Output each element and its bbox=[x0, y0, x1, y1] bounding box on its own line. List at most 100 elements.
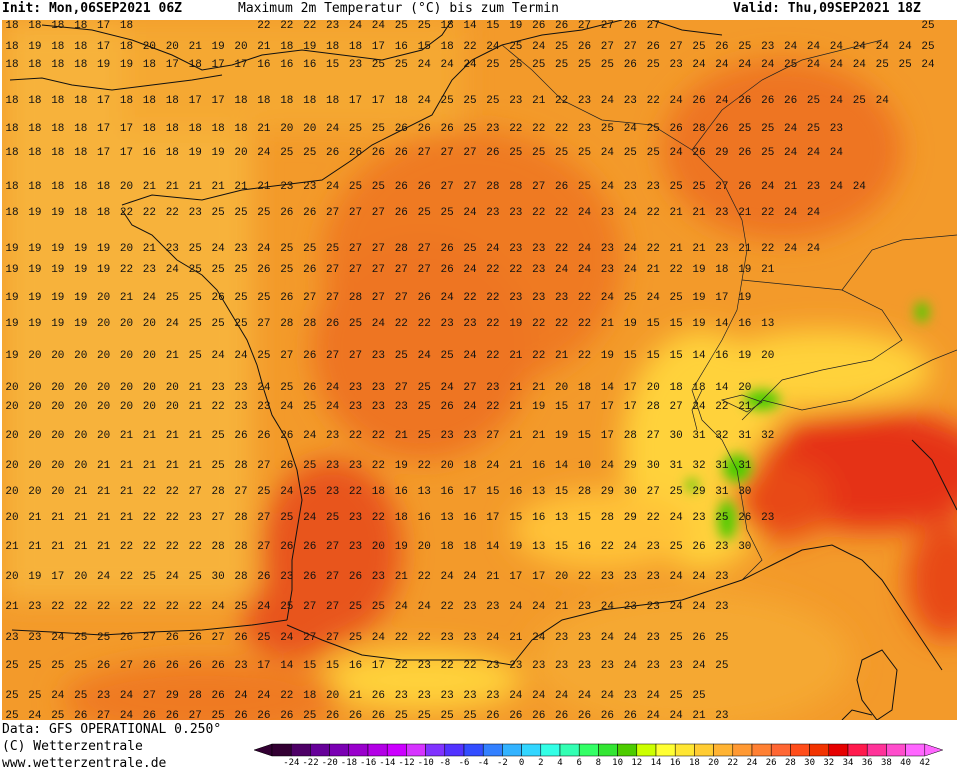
temperature-value: 21 bbox=[257, 41, 271, 53]
temperature-value: 25 bbox=[280, 264, 293, 276]
temperature-value: 21 bbox=[669, 207, 683, 219]
temperature-value: 18 bbox=[5, 207, 18, 219]
legend-tick-label: -22 bbox=[302, 758, 319, 768]
temperature-value: 18 bbox=[189, 59, 202, 71]
temperature-value: 23 bbox=[578, 95, 591, 107]
temperature-value: 25 bbox=[74, 690, 87, 702]
temperature-value: 21 bbox=[5, 541, 19, 553]
temperature-value: 22 bbox=[578, 318, 591, 330]
temperature-value: 20 bbox=[418, 541, 431, 553]
temperature-value: 22 bbox=[120, 264, 133, 276]
temperature-value: 25 bbox=[921, 41, 934, 53]
temperature-value: 32 bbox=[715, 430, 728, 442]
temperature-value: 24 bbox=[669, 147, 683, 159]
temperature-value: 24 bbox=[578, 690, 592, 702]
temperature-value: 23 bbox=[532, 264, 545, 276]
temperature-value: 19 bbox=[5, 292, 18, 304]
temperature-value: 21 bbox=[692, 710, 706, 720]
temperature-value: 19 bbox=[738, 264, 751, 276]
temperature-value: 16 bbox=[715, 350, 728, 362]
temperature-value: 22 bbox=[74, 601, 87, 613]
legend-tick-label: 2 bbox=[538, 758, 544, 768]
legend-swatch bbox=[905, 743, 926, 757]
temperature-value: 24 bbox=[97, 571, 111, 583]
temperature-value: 27 bbox=[234, 486, 247, 498]
temperature-value: 23 bbox=[463, 601, 476, 613]
temperature-value: 26 bbox=[761, 95, 774, 107]
temperature-value: 22 bbox=[189, 541, 202, 553]
temperature-value: 24 bbox=[257, 601, 271, 613]
temperature-value: 22 bbox=[349, 430, 362, 442]
temperature-value: 24 bbox=[601, 632, 615, 644]
temperature-value: 22 bbox=[578, 350, 591, 362]
temperature-value: 25 bbox=[715, 512, 728, 524]
temperature-value: 24 bbox=[715, 59, 729, 71]
temperature-value: 24 bbox=[784, 41, 798, 53]
temperature-value: 23 bbox=[97, 690, 110, 702]
legend-tick-label: 40 bbox=[900, 758, 912, 768]
legend-swatch bbox=[751, 743, 772, 757]
temperature-value: 25 bbox=[349, 123, 362, 135]
temperature-value: 23 bbox=[486, 690, 499, 702]
temperature-value: 19 bbox=[74, 264, 87, 276]
temperature-value: 22 bbox=[463, 660, 476, 672]
temperature-value: 19 bbox=[692, 264, 705, 276]
temperature-value: 24 bbox=[830, 41, 844, 53]
temperature-value: 25 bbox=[349, 318, 362, 330]
data-source: Data: GFS OPERATIONAL 0.250° bbox=[2, 722, 222, 737]
temperature-value: 21 bbox=[509, 350, 523, 362]
coastlines bbox=[9, 20, 957, 720]
temperature-value: 24 bbox=[463, 264, 477, 276]
temperature-value: 22 bbox=[555, 243, 568, 255]
temperature-value: 21 bbox=[486, 571, 500, 583]
temperature-value: 18 bbox=[143, 95, 156, 107]
temperature-value: 24 bbox=[326, 401, 340, 413]
temperature-value: 17 bbox=[715, 292, 728, 304]
temperature-value: 23 bbox=[395, 690, 408, 702]
temperature-value: 21 bbox=[509, 632, 523, 644]
temperature-value: 27 bbox=[418, 264, 431, 276]
temperature-value: 19 bbox=[51, 207, 64, 219]
temperature-value: 21 bbox=[669, 243, 683, 255]
temperature-value: 18 bbox=[280, 95, 293, 107]
temperature-value: 13 bbox=[440, 512, 453, 524]
temperature-value: 19 bbox=[509, 318, 522, 330]
temperature-value: 18 bbox=[463, 460, 476, 472]
temperature-value: 23 bbox=[624, 181, 637, 193]
temperature-value: 22 bbox=[166, 601, 179, 613]
temperature-value: 27 bbox=[669, 401, 682, 413]
temperature-value: 19 bbox=[51, 292, 64, 304]
temperature-value: 20 bbox=[74, 571, 87, 583]
temperature-value: 26 bbox=[166, 660, 179, 672]
temperature-value: 21 bbox=[5, 601, 19, 613]
temperature-value: 22 bbox=[555, 318, 568, 330]
temperature-value: 25 bbox=[234, 601, 247, 613]
temperature-value: 21 bbox=[166, 430, 180, 442]
temperature-value: 27 bbox=[463, 382, 476, 394]
temperature-value: 24 bbox=[326, 382, 340, 394]
temperature-value: 25 bbox=[898, 59, 911, 71]
temperature-value: 17 bbox=[189, 95, 202, 107]
temperature-value: 21 bbox=[51, 512, 65, 524]
temperature-value: 25 bbox=[624, 292, 637, 304]
temperature-value: 28 bbox=[395, 243, 408, 255]
temperature-value: 26 bbox=[440, 123, 453, 135]
temperature-value: 21 bbox=[143, 430, 157, 442]
temperature-value: 21 bbox=[509, 401, 523, 413]
temperature-value: 22 bbox=[189, 601, 202, 613]
temperature-value: 17 bbox=[97, 95, 110, 107]
temperature-value: 18 bbox=[234, 95, 247, 107]
temperature-value: 18 bbox=[74, 59, 87, 71]
temperature-value: 15 bbox=[303, 660, 316, 672]
temperature-value: 18 bbox=[715, 264, 728, 276]
temperature-value: 25 bbox=[418, 382, 431, 394]
legend-tick-label: -10 bbox=[417, 758, 434, 768]
temperature-value: 20 bbox=[51, 430, 64, 442]
temperature-value: 19 bbox=[28, 292, 41, 304]
temperature-value: 21 bbox=[509, 430, 523, 442]
temperature-value: 15 bbox=[578, 512, 591, 524]
temperature-value: 26 bbox=[189, 660, 202, 672]
temperature-value: 26 bbox=[692, 95, 705, 107]
temperature-value: 20 bbox=[166, 41, 179, 53]
temperature-value: 24 bbox=[372, 318, 386, 330]
